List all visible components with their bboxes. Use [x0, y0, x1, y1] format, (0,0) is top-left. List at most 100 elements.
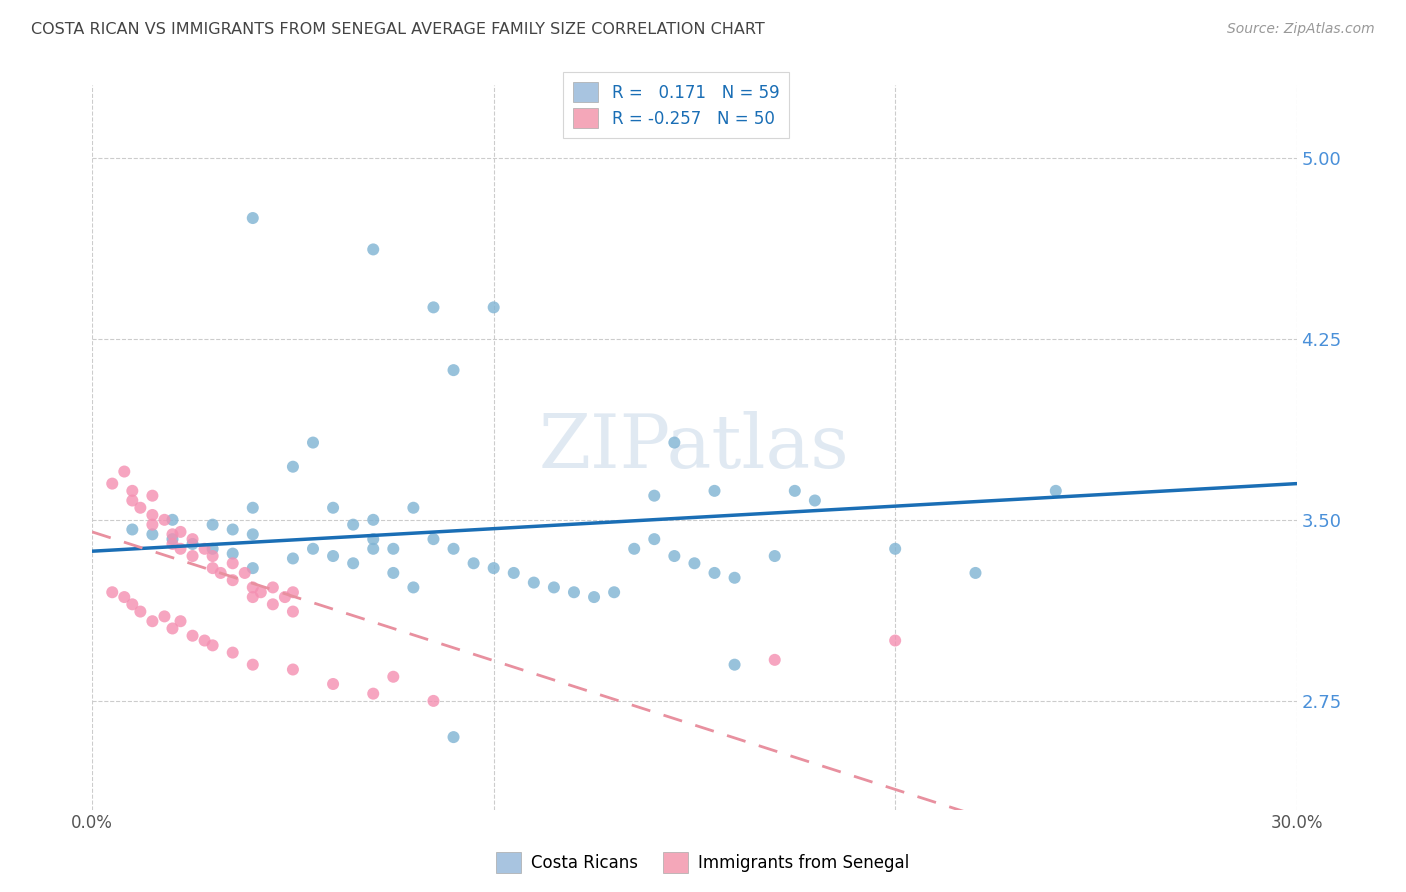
Point	[194, 633, 217, 648]
Point	[169, 541, 191, 556]
Point	[763, 653, 786, 667]
Point	[382, 566, 405, 580]
Point	[101, 476, 124, 491]
Point	[342, 556, 364, 570]
Point	[382, 541, 405, 556]
Point	[249, 585, 271, 599]
Point	[242, 211, 264, 225]
Point	[201, 517, 224, 532]
Point	[804, 493, 827, 508]
Point	[242, 561, 264, 575]
Point	[162, 527, 184, 541]
Point	[783, 483, 806, 498]
Point	[162, 537, 184, 551]
Point	[422, 301, 444, 315]
Point	[683, 556, 706, 570]
Point	[222, 523, 245, 537]
Point	[262, 581, 284, 595]
Point	[382, 670, 405, 684]
Point	[201, 549, 224, 563]
Text: ZIPatlas: ZIPatlas	[538, 411, 849, 483]
Point	[242, 500, 264, 515]
Point	[242, 527, 264, 541]
Point	[181, 537, 204, 551]
Point	[361, 541, 384, 556]
Point	[153, 513, 176, 527]
Point	[482, 301, 505, 315]
Point	[543, 581, 565, 595]
Point	[141, 508, 163, 522]
Point	[884, 633, 907, 648]
Point	[281, 663, 304, 677]
Point	[443, 541, 465, 556]
Point	[502, 566, 524, 580]
Point	[141, 614, 163, 628]
Point	[422, 532, 444, 546]
Point	[623, 541, 645, 556]
Point	[242, 657, 264, 672]
Point	[443, 730, 465, 744]
Point	[965, 566, 987, 580]
Point	[281, 459, 304, 474]
Point	[222, 556, 245, 570]
Point	[402, 500, 425, 515]
Point	[162, 622, 184, 636]
Point	[222, 573, 245, 587]
Point	[112, 590, 135, 604]
Point	[112, 465, 135, 479]
Point	[129, 605, 152, 619]
Point	[422, 694, 444, 708]
Point	[121, 493, 143, 508]
Text: COSTA RICAN VS IMMIGRANTS FROM SENEGAL AVERAGE FAMILY SIZE CORRELATION CHART: COSTA RICAN VS IMMIGRANTS FROM SENEGAL A…	[31, 22, 765, 37]
Point	[281, 605, 304, 619]
Point	[233, 566, 256, 580]
Point	[322, 549, 344, 563]
Point	[121, 523, 143, 537]
Point	[523, 575, 546, 590]
Point	[181, 532, 204, 546]
Point	[643, 532, 665, 546]
Point	[209, 566, 232, 580]
Point	[1045, 483, 1067, 498]
Point	[169, 524, 191, 539]
Point	[562, 585, 585, 599]
Point	[583, 590, 606, 604]
Point	[402, 581, 425, 595]
Point	[884, 541, 907, 556]
Point	[664, 435, 686, 450]
Point	[194, 541, 217, 556]
Point	[281, 551, 304, 566]
Point	[274, 590, 297, 604]
Point	[101, 585, 124, 599]
Legend: Costa Ricans, Immigrants from Senegal: Costa Ricans, Immigrants from Senegal	[489, 846, 917, 880]
Point	[141, 489, 163, 503]
Point	[763, 549, 786, 563]
Point	[201, 561, 224, 575]
Point	[153, 609, 176, 624]
Point	[322, 500, 344, 515]
Point	[361, 687, 384, 701]
Point	[169, 614, 191, 628]
Point	[361, 532, 384, 546]
Point	[322, 677, 344, 691]
Point	[262, 597, 284, 611]
Point	[463, 556, 485, 570]
Point	[129, 500, 152, 515]
Text: Source: ZipAtlas.com: Source: ZipAtlas.com	[1227, 22, 1375, 37]
Point	[242, 590, 264, 604]
Point	[361, 243, 384, 257]
Point	[302, 541, 325, 556]
Point	[703, 566, 725, 580]
Point	[643, 489, 665, 503]
Point	[201, 639, 224, 653]
Point	[222, 646, 245, 660]
Point	[121, 597, 143, 611]
Legend: R =   0.171   N = 59, R = -0.257   N = 50: R = 0.171 N = 59, R = -0.257 N = 50	[564, 72, 789, 138]
Point	[664, 549, 686, 563]
Point	[222, 547, 245, 561]
Point	[603, 585, 626, 599]
Point	[361, 513, 384, 527]
Point	[281, 585, 304, 599]
Point	[181, 629, 204, 643]
Point	[723, 657, 745, 672]
